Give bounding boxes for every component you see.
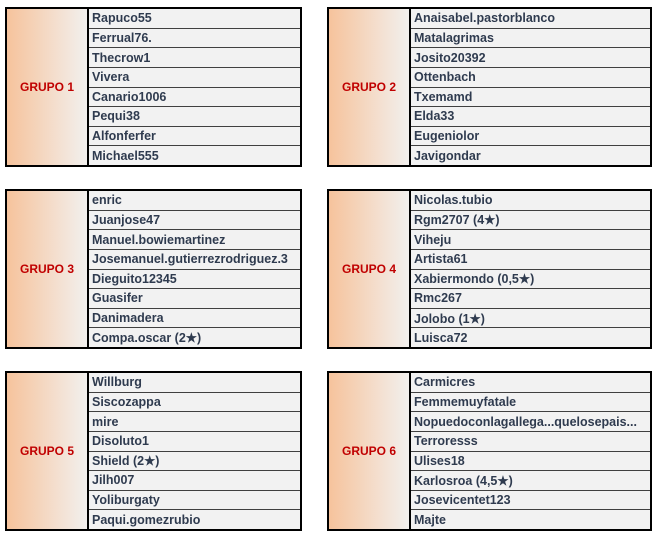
member-row: Paqui.gomezrubio (92, 512, 201, 527)
member-row: Alfonferfer (89, 127, 300, 147)
member-row: Thecrow1 (89, 48, 300, 68)
group-label: GRUPO 3 (7, 191, 89, 347)
member-row: Danimadera (89, 309, 300, 329)
member-row: Terroresss (411, 432, 650, 452)
member-row: Compa.oscar (2★) (92, 331, 202, 346)
member-list: Nicolas.tubio Rgm2707 (4★) Viheju Artista61… (411, 191, 650, 347)
member-row: Matalagrimas (411, 29, 650, 49)
member-row: Juanjose47 (89, 211, 300, 231)
group-table-3: GRUPO 3 enric Juanjose47 Manuel.bowiemartin… (5, 189, 302, 349)
group-label: GRUPO 6 (329, 373, 411, 529)
member-row: Willburg (89, 373, 300, 393)
member-row: Artista61 (411, 250, 650, 270)
member-row: Anaisabel.pastorblanco (411, 9, 650, 29)
member-row: Viheju (411, 230, 650, 250)
member-row: Josemanuel.gutierrezrodriguez.3 (89, 250, 300, 270)
member-row: enric (89, 191, 300, 211)
member-row: Jolobo (1★) (411, 309, 650, 329)
group-label: GRUPO 1 (7, 9, 89, 165)
member-row: Ottenbach (411, 68, 650, 88)
group-label: GRUPO 5 (7, 373, 89, 529)
member-row: Txemamd (411, 88, 650, 108)
member-row: Siscozappa (89, 393, 300, 413)
member-list: Anaisabel.pastorblanco Matalagrimas Josito… (411, 9, 650, 165)
member-row: Femmemuyfatale (411, 393, 650, 413)
member-row: Josevicentet123 (411, 491, 650, 511)
member-row: Jilh007 (89, 471, 300, 491)
member-row: Elda33 (411, 107, 650, 127)
member-row: Pequi38 (89, 107, 300, 127)
member-row: Javigondar (414, 148, 481, 163)
member-row: Michael555 (92, 148, 159, 163)
member-row: Josito20392 (411, 48, 650, 68)
member-row: Ferrual76. (89, 29, 300, 49)
group-table-6: GRUPO 6 Carmicres Femmemuyfatale Nopuedocon… (327, 371, 652, 531)
member-row: Vivera (89, 68, 300, 88)
group-label: GRUPO 2 (329, 9, 411, 165)
member-row: Carmicres (411, 373, 650, 393)
member-row: Majte (414, 512, 446, 527)
member-list: Rapuco55 Ferrual76. Thecrow1 Vivera Canario1… (89, 9, 300, 165)
group-table-5: GRUPO 5 Willburg Siscozappa mire Disoluto1 Sh… (5, 371, 302, 531)
member-row: Guasifer (89, 289, 300, 309)
group-table-4: GRUPO 4 Nicolas.tubio Rgm2707 (4★) Viheju Ar… (327, 189, 652, 349)
member-row: Canario1006 (89, 88, 300, 108)
member-row: Nopuedoconlagallega...quelosepais... (411, 412, 650, 432)
member-row: Eugeniolor (411, 127, 650, 147)
member-row: Yoliburgaty (89, 491, 300, 511)
member-row: Rmc267 (411, 289, 650, 309)
group-table-2: GRUPO 2 Anaisabel.pastorblanco Matalagrima… (327, 7, 652, 167)
member-row: Ulises18 (411, 452, 650, 472)
member-row: Xabiermondo (0,5★) (411, 270, 650, 290)
group-table-1: GRUPO 1 Rapuco55 Ferrual76. Thecrow1 Vivera C… (5, 7, 302, 167)
member-row: Manuel.bowiemartinez (89, 230, 300, 250)
member-row: Luisca72 (414, 330, 468, 345)
member-row: Dieguito12345 (89, 270, 300, 290)
member-row: Rapuco55 (89, 9, 300, 29)
member-row: mire (89, 412, 300, 432)
member-row: Rgm2707 (4★) (411, 211, 650, 231)
member-list: Willburg Siscozappa mire Disoluto1 Shield (2… (89, 373, 300, 529)
member-list: enric Juanjose47 Manuel.bowiemartinez Josem… (89, 191, 300, 347)
member-row: Shield (2★) (89, 452, 300, 472)
member-list: Carmicres Femmemuyfatale Nopuedoconlagalle… (411, 373, 650, 529)
member-row: Nicolas.tubio (411, 191, 650, 211)
member-row: Disoluto1 (89, 432, 300, 452)
group-label: GRUPO 4 (329, 191, 411, 347)
member-row: Karlosroa (4,5★) (411, 471, 650, 491)
